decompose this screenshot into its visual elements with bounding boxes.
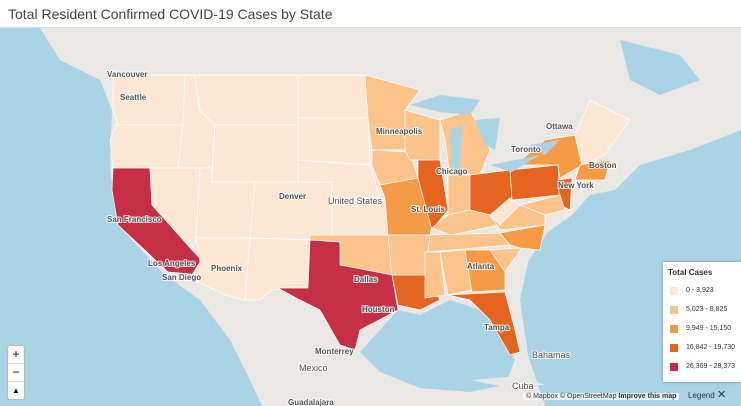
place-label: Atlanta bbox=[467, 262, 495, 271]
state bbox=[277, 239, 399, 351]
attribution-text: © Mapbox © OpenStreetMap bbox=[526, 393, 617, 400]
state bbox=[509, 164, 561, 201]
state bbox=[499, 224, 546, 251]
place-label: Dallas bbox=[354, 275, 378, 284]
legend-swatch bbox=[670, 362, 678, 371]
place-label: Los Angeles bbox=[148, 259, 196, 268]
place-label: Bahamas bbox=[532, 350, 571, 360]
place-label: Guadalajara bbox=[288, 398, 334, 406]
legend-toggle-label: Legend bbox=[688, 391, 715, 400]
legend-item: 16,842 - 19,730 bbox=[663, 338, 741, 357]
map-title: Total Resident Confirmed COVID-19 Cases … bbox=[0, 0, 741, 28]
state bbox=[447, 174, 471, 216]
legend: Total Cases 0 - 3,923 5,023 - 8,825 9,949 … bbox=[663, 262, 741, 382]
place-label: United States bbox=[328, 196, 383, 206]
place-label: San Francisco bbox=[107, 215, 162, 224]
place-label: Toronto bbox=[511, 145, 541, 154]
place-label: Monterrey bbox=[315, 347, 354, 356]
state bbox=[417, 159, 449, 231]
place-label: St. Louis bbox=[411, 205, 445, 214]
state bbox=[518, 194, 566, 216]
place-label: Seattle bbox=[120, 93, 147, 102]
legend-swatch bbox=[670, 324, 678, 333]
place-label: Phoenix bbox=[211, 264, 243, 273]
place-label: Mexico bbox=[299, 363, 328, 373]
legend-item: 9,949 - 15,150 bbox=[663, 319, 741, 338]
state bbox=[194, 74, 299, 126]
place-label: New York bbox=[558, 181, 594, 190]
zoom-control: + − ▲ bbox=[7, 345, 25, 400]
place-label: Chicago bbox=[436, 167, 468, 176]
place-label: Ottawa bbox=[546, 122, 573, 131]
lake bbox=[450, 125, 462, 170]
state bbox=[109, 124, 184, 169]
lake bbox=[530, 140, 560, 155]
island bbox=[470, 376, 545, 386]
state bbox=[424, 251, 446, 299]
legend-label: 5,023 - 8,825 bbox=[686, 306, 728, 313]
legend-title: Total Cases bbox=[668, 268, 713, 277]
state bbox=[297, 74, 369, 119]
state bbox=[387, 234, 431, 276]
legend-label: 26,369 - 28,373 bbox=[686, 363, 736, 370]
state bbox=[574, 99, 631, 166]
legend-label: 9,949 - 15,150 bbox=[686, 325, 732, 332]
state bbox=[489, 247, 523, 273]
state bbox=[249, 181, 333, 241]
water bbox=[360, 300, 515, 392]
place-label: Houston bbox=[362, 305, 395, 314]
legend-swatch bbox=[670, 286, 678, 295]
zoom-in[interactable]: + bbox=[8, 346, 24, 364]
state bbox=[464, 249, 506, 293]
water bbox=[200, 300, 230, 362]
legend-label: 0 - 3,923 bbox=[686, 287, 714, 294]
legend-swatch bbox=[670, 305, 678, 314]
place-label: Denver bbox=[279, 192, 306, 201]
lake bbox=[475, 118, 500, 150]
legend-item: 5,023 - 8,825 bbox=[663, 300, 741, 319]
place-label: Vancouver bbox=[107, 70, 147, 79]
place-label: Minneapolis bbox=[376, 127, 423, 136]
zoom-out[interactable]: − bbox=[8, 364, 24, 382]
state bbox=[447, 291, 521, 356]
compass[interactable]: ▲ bbox=[12, 386, 20, 395]
water bbox=[0, 28, 262, 406]
legend-item: 26,369 - 28,373 bbox=[663, 357, 741, 376]
improve-link[interactable]: Improve this map bbox=[618, 393, 677, 400]
lake bbox=[490, 155, 540, 172]
state bbox=[297, 117, 371, 166]
legend-swatch bbox=[670, 343, 678, 352]
water bbox=[620, 40, 700, 95]
state bbox=[211, 124, 299, 183]
place-label: Boston bbox=[589, 161, 617, 170]
attribution: © Mapbox © OpenStreetMap Improve this ma… bbox=[523, 393, 680, 400]
state bbox=[574, 159, 611, 181]
lake bbox=[410, 95, 480, 115]
place-label: Tampa bbox=[484, 323, 510, 332]
legend-item: 0 - 3,923 bbox=[663, 281, 741, 300]
place-label: San Diego bbox=[162, 273, 201, 282]
legend-toggle[interactable]: Legend ✕ bbox=[688, 389, 727, 401]
map[interactable]: Vancouver Seattle Minneapolis Ottawa Toronto… bbox=[0, 28, 741, 406]
legend-label: 16,842 - 19,730 bbox=[686, 344, 736, 351]
place-label: Cuba bbox=[512, 381, 534, 391]
